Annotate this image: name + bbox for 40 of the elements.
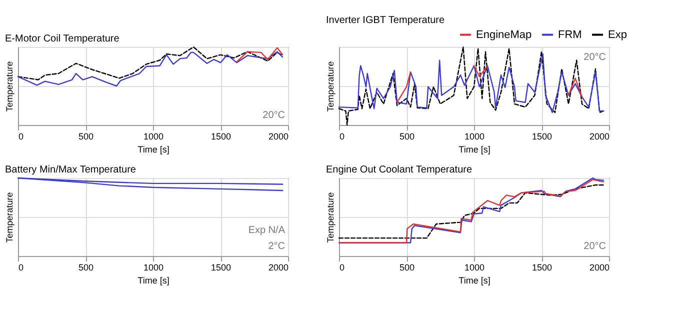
x-tick-label: 1500 <box>210 132 232 142</box>
x-tick-label: 2000 <box>268 132 288 142</box>
x-axis-title: Time [s] <box>138 144 170 154</box>
annotation: 2°C <box>268 241 285 252</box>
legend-label: FRM <box>558 28 582 41</box>
y-axis-title: Temperature <box>326 192 336 243</box>
x-tick-label: 0 <box>340 262 345 272</box>
annotation: 20°C <box>584 241 606 252</box>
x-tick-label: 2000 <box>589 132 610 142</box>
x-tick-label: 1000 <box>464 132 485 142</box>
annotation: 20°C <box>584 52 606 63</box>
chart-title: Inverter IGBT Temperature <box>326 15 446 26</box>
y-axis-title: Temperature <box>4 192 14 243</box>
y-axis-title: Temperature <box>326 61 336 112</box>
legend-label: EngineMap <box>476 28 532 41</box>
annotation: Exp N/A <box>248 225 286 236</box>
x-tick-label: 0 <box>18 132 24 142</box>
annotation: 20°C <box>262 110 285 121</box>
x-tick-label: 500 <box>399 262 415 272</box>
x-axis-title: Time [s] <box>458 144 490 154</box>
x-tick-label: 1500 <box>210 262 232 272</box>
x-axis-title: Time [s] <box>138 276 170 286</box>
x-axis-title: Time [s] <box>458 276 490 286</box>
chart-title: Battery Min/Max Temperature <box>5 164 136 176</box>
chart-title: E-Motor Coil Temperature <box>5 33 120 44</box>
x-tick-label: 500 <box>78 132 94 142</box>
y-axis-title: Temperature <box>4 61 14 112</box>
x-tick-label: 1000 <box>464 262 485 272</box>
x-tick-label: 0 <box>18 262 24 272</box>
x-tick-label: 1000 <box>143 132 164 142</box>
x-tick-label: 1000 <box>143 262 164 272</box>
chart-title: Engine Out Coolant Temperature <box>326 164 472 176</box>
x-tick-label: 500 <box>399 132 415 142</box>
x-tick-label: 2000 <box>268 262 288 272</box>
x-tick-label: 1500 <box>532 262 552 272</box>
legend-label: Exp <box>608 28 627 41</box>
x-tick-label: 500 <box>78 262 94 272</box>
x-tick-label: 0 <box>340 132 345 142</box>
x-tick-label: 1500 <box>532 132 552 142</box>
x-tick-label: 2000 <box>589 262 610 272</box>
